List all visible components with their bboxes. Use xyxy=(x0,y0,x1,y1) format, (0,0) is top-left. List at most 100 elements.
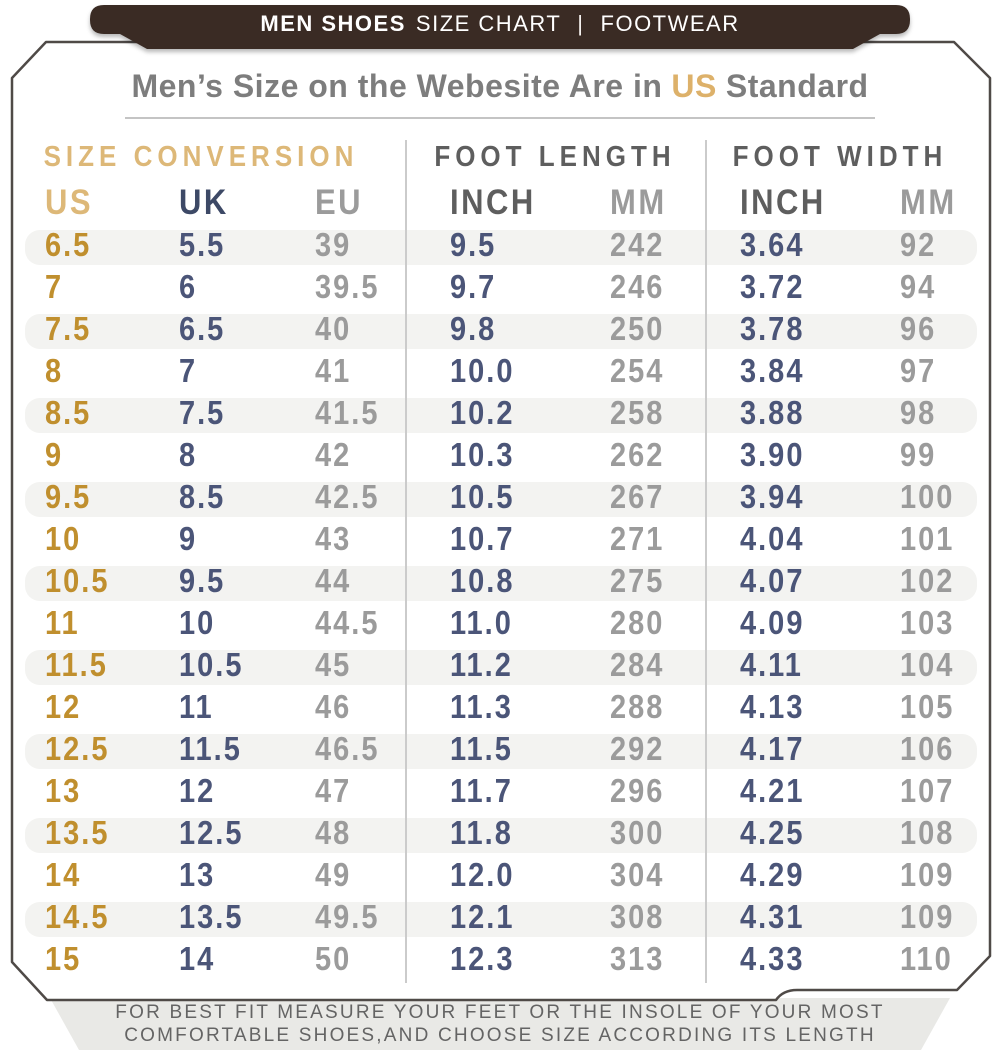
cell-length-mm: 304 xyxy=(610,856,665,894)
cell-length-inch: 10.0 xyxy=(450,352,515,390)
cell-width-mm: 92 xyxy=(900,226,937,264)
cell-length-inch: 9.5 xyxy=(450,226,497,264)
table-row: 14.5 13.5 49.5 12.1 308 4.31 109 xyxy=(25,898,977,941)
cell-us-size: 10.5 xyxy=(45,562,110,600)
cell-length-inch: 10.8 xyxy=(450,562,515,600)
cell-length-inch: 10.3 xyxy=(450,436,515,474)
cell-us-size: 14.5 xyxy=(45,898,110,936)
cell-length-mm: 262 xyxy=(610,436,665,474)
cell-length-mm: 242 xyxy=(610,226,665,264)
table-row: 11 10 44.5 11.0 280 4.09 103 xyxy=(25,605,975,647)
banner-divider: | xyxy=(577,11,585,36)
cell-us-size: 7.5 xyxy=(45,310,92,348)
cell-width-mm: 100 xyxy=(900,478,955,516)
table-row: 7.5 6.5 40 9.8 250 3.78 96 xyxy=(25,310,977,353)
table-row: 7 6 39.5 9.7 246 3.72 94 xyxy=(25,269,975,311)
cell-width-mm: 104 xyxy=(900,646,955,684)
table-row: 12 11 46 11.3 288 4.13 105 xyxy=(25,689,975,731)
cell-uk-size: 13 xyxy=(179,856,216,894)
group-header-size-conversion: SIZE CONVERSION xyxy=(43,138,359,173)
cell-length-inch: 11.3 xyxy=(450,688,513,726)
cell-width-mm: 105 xyxy=(900,688,955,726)
cell-width-inch: 4.13 xyxy=(740,688,805,726)
header-banner: MEN SHOES SIZE CHART | FOOTWEAR xyxy=(0,8,1000,40)
cell-uk-size: 10 xyxy=(179,604,216,642)
cell-length-mm: 288 xyxy=(610,688,665,726)
cell-us-size: 12.5 xyxy=(45,730,110,768)
column-group-header-row: SIZE CONVERSION FOOT LENGTH FOOT WIDTH xyxy=(25,138,975,174)
cell-length-mm: 300 xyxy=(610,814,665,852)
cell-width-inch: 3.78 xyxy=(740,310,805,348)
cell-width-inch: 4.29 xyxy=(740,856,805,894)
table-row: 15 14 50 12.3 313 4.33 110 xyxy=(25,941,975,983)
cell-us-size: 14 xyxy=(45,856,82,894)
cell-us-size: 13 xyxy=(45,772,82,810)
cell-length-inch: 11.2 xyxy=(450,646,513,684)
cell-length-inch: 12.3 xyxy=(450,940,515,978)
cell-length-mm: 313 xyxy=(610,940,665,978)
cell-uk-size: 7.5 xyxy=(179,394,226,432)
cell-eu-size: 50 xyxy=(315,940,352,978)
table-row: 12.5 11.5 46.5 11.5 292 4.17 106 xyxy=(25,730,977,773)
cell-eu-size: 48 xyxy=(315,814,352,852)
cell-length-inch: 10.2 xyxy=(450,394,515,432)
cell-length-mm: 280 xyxy=(610,604,665,642)
cell-us-size: 10 xyxy=(45,520,82,558)
cell-uk-size: 5.5 xyxy=(179,226,226,264)
cell-length-inch: 12.1 xyxy=(450,898,515,936)
group-header-foot-width: FOOT WIDTH xyxy=(732,138,948,173)
table-row: 9 8 42 10.3 262 3.90 99 xyxy=(25,437,975,479)
cell-us-size: 7 xyxy=(45,268,64,306)
cell-width-inch: 3.64 xyxy=(740,226,805,264)
cell-width-inch: 3.90 xyxy=(740,436,805,474)
cell-eu-size: 49 xyxy=(315,856,352,894)
cell-eu-size: 42 xyxy=(315,436,352,474)
cell-uk-size: 12.5 xyxy=(179,814,244,852)
cell-eu-size: 44.5 xyxy=(315,604,380,642)
cell-width-mm: 98 xyxy=(900,394,937,432)
cell-us-size: 11.5 xyxy=(45,646,108,684)
footer-note-line1: FOR BEST FIT MEASURE YOUR FEET OR THE IN… xyxy=(115,1001,885,1023)
cell-width-inch: 4.11 xyxy=(740,646,803,684)
cell-uk-size: 7 xyxy=(179,352,198,390)
table-row: 10 9 43 10.7 271 4.04 101 xyxy=(25,521,975,563)
cell-uk-size: 6.5 xyxy=(179,310,226,348)
cell-us-size: 6.5 xyxy=(45,226,92,264)
table-row: 6.5 5.5 39 9.5 242 3.64 92 xyxy=(25,226,977,269)
cell-width-inch: 4.25 xyxy=(740,814,805,852)
table-body: 6.5 5.5 39 9.5 242 3.64 92 7 6 39.5 9.7 … xyxy=(25,226,977,983)
cell-uk-size: 9 xyxy=(179,520,198,558)
cell-length-inch: 9.7 xyxy=(450,268,497,306)
cell-length-inch: 9.8 xyxy=(450,310,497,348)
footer-ribbon: FOR BEST FIT MEASURE YOUR FEET OR THE IN… xyxy=(50,998,950,1050)
cell-eu-size: 39.5 xyxy=(315,268,380,306)
cell-us-size: 8.5 xyxy=(45,394,92,432)
cell-uk-size: 6 xyxy=(179,268,198,306)
table-row: 10.5 9.5 44 10.8 275 4.07 102 xyxy=(25,562,977,605)
cell-eu-size: 41.5 xyxy=(315,394,380,432)
cell-width-mm: 102 xyxy=(900,562,955,600)
cell-us-size: 9.5 xyxy=(45,478,92,516)
table-row: 8.5 7.5 41.5 10.2 258 3.88 98 xyxy=(25,394,977,437)
page-title: Men’s Size on the Webesite Are in US Stand… xyxy=(0,68,1000,105)
cell-width-mm: 110 xyxy=(900,940,953,978)
cell-width-inch: 4.21 xyxy=(740,772,805,810)
cell-width-mm: 109 xyxy=(900,856,955,894)
column-header-width-mm: MM xyxy=(900,181,957,222)
cell-eu-size: 43 xyxy=(315,520,352,558)
cell-uk-size: 10.5 xyxy=(179,646,244,684)
cell-eu-size: 39 xyxy=(315,226,352,264)
cell-width-mm: 96 xyxy=(900,310,937,348)
cell-width-inch: 4.31 xyxy=(740,898,805,936)
size-table: SIZE CONVERSION FOOT LENGTH FOOT WIDTH U… xyxy=(25,138,977,983)
cell-uk-size: 11 xyxy=(179,688,214,726)
cell-eu-size: 49.5 xyxy=(315,898,380,936)
banner-category-label: FOOTWEAR xyxy=(600,11,740,36)
cell-length-mm: 254 xyxy=(610,352,665,390)
cell-us-size: 15 xyxy=(45,940,82,978)
cell-uk-size: 12 xyxy=(179,772,216,810)
column-header-length-mm: MM xyxy=(610,181,667,222)
cell-width-inch: 4.04 xyxy=(740,520,805,558)
cell-width-mm: 101 xyxy=(900,520,955,558)
